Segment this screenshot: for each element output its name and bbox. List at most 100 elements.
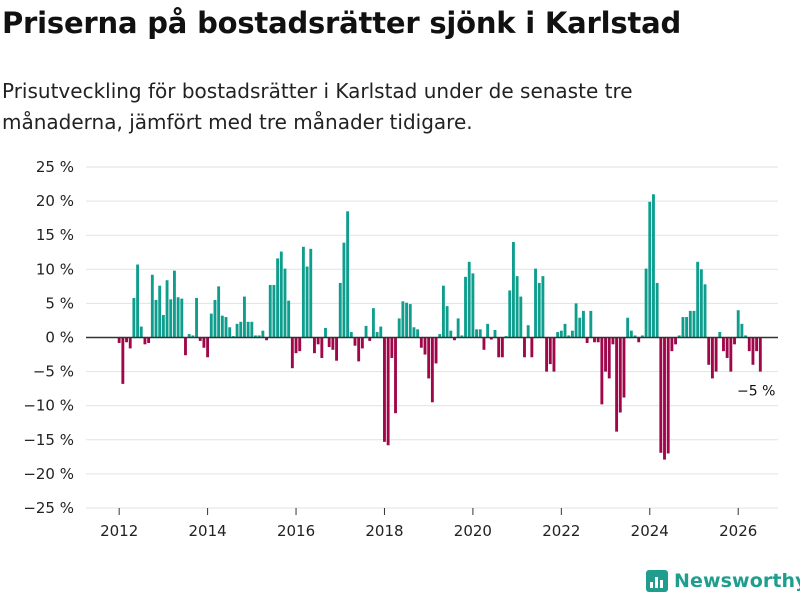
bar bbox=[379, 326, 383, 338]
bar bbox=[453, 337, 456, 341]
chart-subtitle: Prisutveckling för bostadsrätter i Karls… bbox=[2, 79, 633, 134]
bar bbox=[512, 242, 515, 338]
bar bbox=[688, 310, 692, 338]
bar bbox=[692, 310, 696, 338]
bar bbox=[191, 335, 195, 338]
bar bbox=[475, 329, 479, 338]
bar bbox=[169, 299, 173, 338]
bar bbox=[677, 335, 681, 338]
y-tick-label: −15 % bbox=[23, 431, 74, 449]
bar bbox=[335, 337, 338, 361]
bar bbox=[161, 314, 165, 338]
bar bbox=[438, 334, 442, 338]
bar bbox=[486, 323, 490, 338]
bar bbox=[416, 329, 420, 338]
chart-title: Priserna på bostadsrätter sjönk i Karlst… bbox=[2, 6, 682, 40]
bar bbox=[338, 282, 342, 338]
bar bbox=[541, 276, 545, 338]
bar bbox=[707, 337, 711, 365]
bar bbox=[349, 332, 353, 338]
bar bbox=[570, 330, 574, 338]
bar bbox=[445, 306, 449, 338]
bar bbox=[534, 268, 537, 338]
bar bbox=[313, 337, 316, 354]
x-tick-label: 2012 bbox=[100, 522, 138, 540]
bar bbox=[703, 284, 707, 338]
bar bbox=[648, 201, 652, 338]
bar bbox=[755, 337, 759, 352]
bar bbox=[751, 337, 755, 365]
bar bbox=[464, 276, 467, 338]
bar bbox=[301, 246, 305, 338]
bar bbox=[593, 337, 596, 343]
bar bbox=[136, 264, 140, 338]
y-tick-label: 15 % bbox=[36, 226, 74, 244]
bar bbox=[663, 337, 666, 460]
bar bbox=[615, 337, 619, 432]
bar bbox=[744, 335, 748, 338]
bar bbox=[224, 317, 228, 338]
bar bbox=[582, 310, 585, 338]
bar bbox=[556, 332, 560, 338]
bar bbox=[265, 337, 268, 341]
y-tick-label: 0 % bbox=[45, 329, 74, 347]
bar bbox=[545, 337, 549, 372]
bar bbox=[360, 337, 364, 349]
bar bbox=[652, 194, 655, 338]
bar bbox=[674, 337, 677, 345]
bar bbox=[489, 337, 493, 340]
bar bbox=[202, 337, 206, 348]
bar bbox=[320, 337, 324, 358]
bar bbox=[386, 337, 390, 446]
bar bbox=[206, 337, 210, 358]
bar bbox=[596, 337, 600, 343]
bar bbox=[390, 337, 394, 358]
bar bbox=[165, 280, 169, 338]
y-axis-labels: 25 % 20 % 15 % 10 % 5 % 0 % −5 % −10 % −15 % −20 … bbox=[23, 158, 74, 517]
bar bbox=[441, 285, 445, 338]
bar bbox=[331, 337, 335, 350]
bar bbox=[559, 330, 563, 338]
bar bbox=[287, 300, 291, 338]
bar bbox=[629, 330, 633, 338]
bar bbox=[257, 335, 261, 338]
bar bbox=[725, 337, 729, 358]
bar bbox=[574, 303, 578, 338]
bar bbox=[419, 337, 423, 348]
bar bbox=[733, 337, 736, 345]
y-tick-label: 5 % bbox=[45, 294, 74, 312]
bar bbox=[585, 337, 589, 343]
bar bbox=[143, 337, 147, 345]
bar bbox=[696, 261, 700, 338]
bar bbox=[644, 268, 648, 338]
bar bbox=[423, 337, 427, 355]
bar bbox=[659, 337, 663, 453]
y-tick-label: −25 % bbox=[23, 499, 74, 517]
bar bbox=[117, 337, 121, 343]
bar bbox=[427, 337, 431, 379]
bar bbox=[176, 297, 180, 338]
x-tick-label: 2016 bbox=[277, 522, 315, 540]
bar bbox=[198, 337, 202, 341]
y-tick-label: 20 % bbox=[36, 192, 74, 210]
bar bbox=[158, 285, 162, 338]
bar bbox=[187, 334, 191, 338]
bar bbox=[125, 337, 128, 343]
bar bbox=[681, 317, 685, 338]
bar bbox=[666, 337, 670, 454]
bar bbox=[482, 337, 486, 350]
bar bbox=[685, 317, 689, 338]
bar bbox=[239, 321, 243, 338]
brand-name: Newsworthy bbox=[674, 570, 800, 592]
y-tick-label: 25 % bbox=[36, 158, 74, 176]
bar bbox=[530, 337, 534, 358]
bar bbox=[508, 290, 512, 338]
bar bbox=[563, 323, 567, 338]
bar bbox=[250, 321, 254, 338]
bar bbox=[607, 337, 611, 379]
bar bbox=[714, 337, 718, 372]
bar bbox=[173, 270, 176, 338]
bar bbox=[121, 337, 125, 384]
bar bbox=[371, 308, 375, 338]
